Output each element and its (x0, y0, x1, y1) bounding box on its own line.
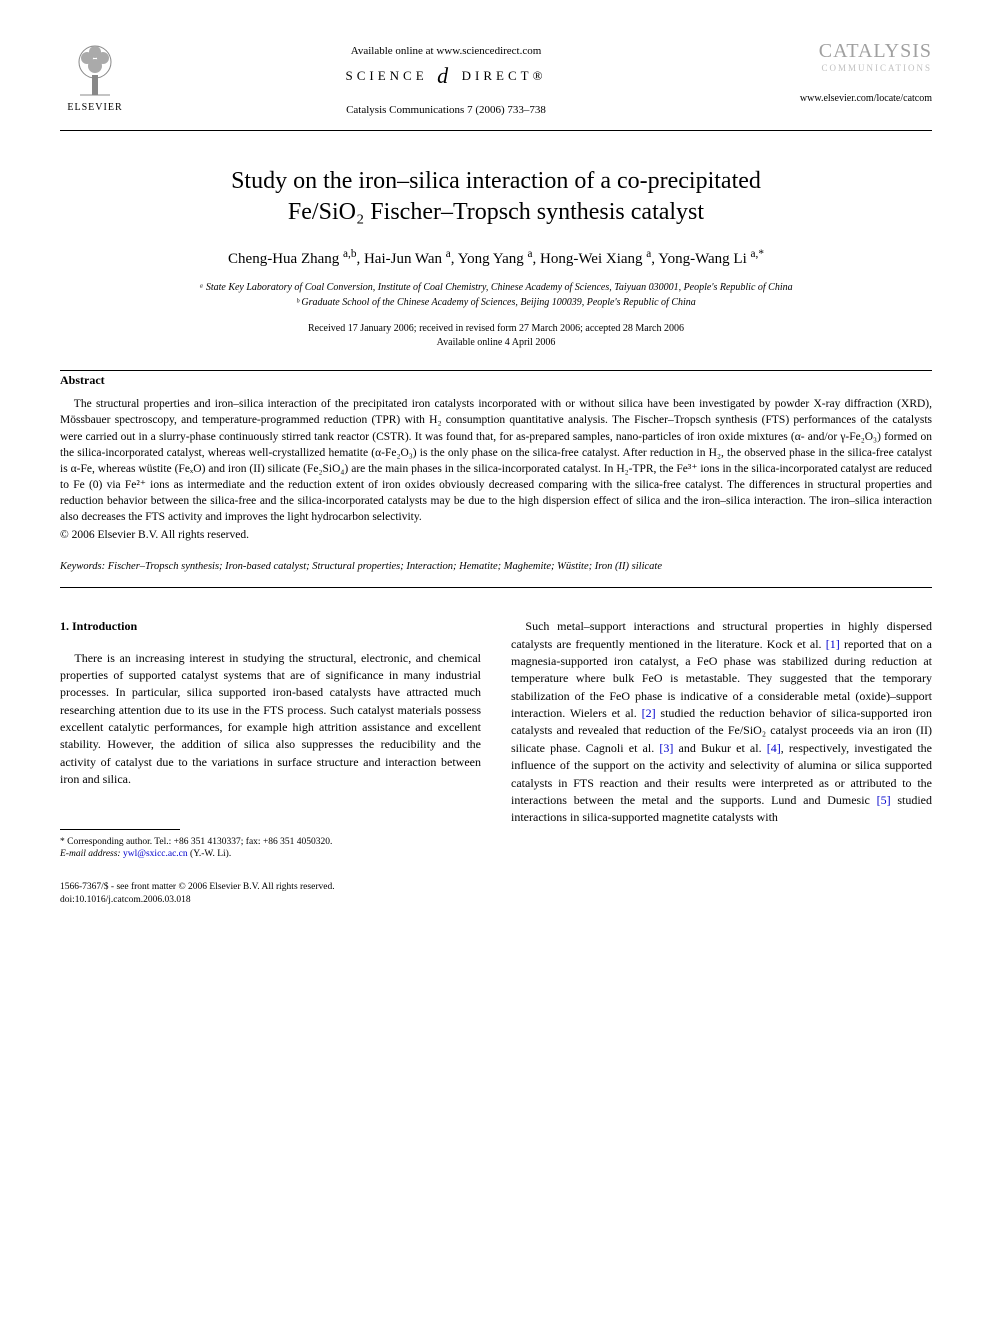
section-1-heading: 1. Introduction (60, 618, 481, 635)
dates-online: Available online 4 April 2006 (60, 336, 932, 350)
journal-logo-block: CATALYSIS COMMUNICATIONS www.elsevier.co… (762, 40, 932, 104)
center-header: Available online at www.sciencedirect.co… (130, 40, 762, 120)
email-suffix: (Y.-W. Li). (188, 849, 232, 859)
journal-reference: Catalysis Communications 7 (2006) 733–73… (130, 104, 762, 116)
email-address[interactable]: ywl@sxicc.ac.cn (123, 849, 188, 859)
ref-5[interactable]: [5] (877, 793, 891, 807)
footnote-separator (60, 829, 180, 830)
affiliation-b: ᵇ Graduate School of the Chinese Academy… (60, 295, 932, 310)
title-line-2: Fe/SiO₂ Fischer–Tropsch synthesis cataly… (288, 199, 704, 225)
email-label: E-mail address: (60, 849, 121, 859)
affiliation-a: ᵃ State Key Laboratory of Coal Conversio… (60, 280, 932, 295)
science-direct-logo: SCIENCE d DIRECT® (130, 63, 762, 89)
keywords-bottom-rule (60, 587, 932, 588)
corresponding-author-footnote: * Corresponding author. Tel.: +86 351 41… (60, 836, 481, 862)
elsevier-logo: ELSEVIER (60, 40, 130, 120)
intro-para-2: Such metal–support interactions and stru… (511, 618, 932, 827)
available-online-text: Available online at www.sciencedirect.co… (130, 45, 762, 57)
ref-3[interactable]: [3] (659, 741, 673, 755)
left-column: 1. Introduction There is an increasing i… (60, 618, 481, 861)
header-rule (60, 130, 932, 131)
sd-right: DIRECT® (462, 68, 547, 84)
body-columns: 1. Introduction There is an increasing i… (60, 618, 932, 861)
keywords-text: Fischer–Tropsch synthesis; Iron-based ca… (105, 561, 662, 572)
sd-swirl-icon: d (432, 63, 458, 89)
dates-received: Received 17 January 2006; received in re… (60, 322, 932, 336)
copyright-line: © 2006 Elsevier B.V. All rights reserved… (60, 529, 932, 541)
elsevier-text: ELSEVIER (67, 102, 122, 113)
keywords-line: Keywords: Fischer–Tropsch synthesis; Iro… (60, 561, 932, 572)
abstract-body: The structural properties and iron–silic… (60, 396, 932, 525)
right-column: Such metal–support interactions and stru… (511, 618, 932, 861)
journal-url: www.elsevier.com/locate/catcom (762, 93, 932, 104)
abstract-section: Abstract The structural properties and i… (60, 373, 932, 541)
journal-subtitle: COMMUNICATIONS (762, 63, 932, 73)
article-dates: Received 17 January 2006; received in re… (60, 322, 932, 350)
issn-line: 1566-7367/$ - see front matter © 2006 El… (60, 881, 932, 894)
authors-line: Cheng-Hua Zhang a,b, Hai-Jun Wan a, Yong… (60, 248, 932, 268)
journal-name: CATALYSIS (762, 40, 932, 63)
ref-4[interactable]: [4] (767, 741, 781, 755)
sd-left: SCIENCE (346, 68, 428, 84)
elsevier-tree-icon (65, 40, 125, 100)
keywords-label: Keywords: (60, 561, 105, 572)
doi-line: doi:10.1016/j.catcom.2006.03.018 (60, 894, 932, 907)
affiliations: ᵃ State Key Laboratory of Coal Conversio… (60, 280, 932, 310)
intro-para-1: There is an increasing interest in study… (60, 650, 481, 789)
footnote-email-line: E-mail address: ywl@sxicc.ac.cn (Y.-W. L… (60, 848, 481, 861)
footnote-tel-fax: * Corresponding author. Tel.: +86 351 41… (60, 836, 481, 849)
page-footer: 1566-7367/$ - see front matter © 2006 El… (60, 881, 932, 907)
ref-1[interactable]: [1] (826, 637, 840, 651)
article-title: Study on the iron–silica interaction of … (100, 166, 892, 228)
ref-2[interactable]: [2] (642, 706, 656, 720)
abstract-top-rule (60, 370, 932, 371)
page-header: ELSEVIER Available online at www.science… (60, 40, 932, 120)
abstract-heading: Abstract (60, 373, 932, 388)
title-line-1: Study on the iron–silica interaction of … (231, 168, 761, 194)
